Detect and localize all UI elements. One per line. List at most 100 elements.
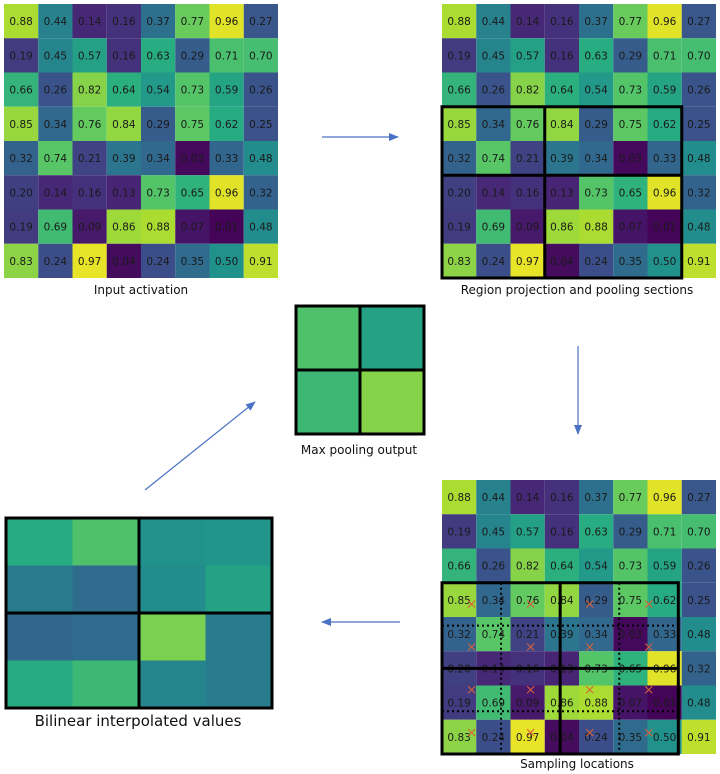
- sampling-cell-value: 0.27: [687, 492, 710, 504]
- input-cell: [4, 38, 39, 73]
- input-cell: [72, 72, 107, 107]
- region-cell: [613, 4, 648, 39]
- input-cell-value: 0.01: [215, 222, 238, 234]
- sampling-cell-value: 0.09: [516, 698, 539, 710]
- input-cell: [4, 175, 39, 210]
- sampling-cell: [442, 480, 477, 515]
- input-cell-value: 0.34: [146, 153, 170, 165]
- region-cell: [579, 141, 614, 176]
- region-cell-value: 0.70: [687, 50, 710, 62]
- sample-point-marker: [585, 728, 594, 737]
- region-cell: [681, 38, 716, 73]
- sampling-cell-value: 0.37: [584, 492, 607, 504]
- bilinear-cell: [6, 565, 73, 613]
- input-cell: [209, 209, 244, 244]
- input-cell: [106, 72, 141, 107]
- input-cell: [175, 106, 210, 141]
- input-cell: [209, 141, 244, 176]
- bilinear-cell: [205, 613, 272, 661]
- sample-point-marker: [467, 685, 476, 694]
- region-cell: [647, 209, 682, 244]
- sampling-cell: [681, 719, 716, 754]
- region-cell-value: 0.44: [482, 16, 506, 28]
- sampling-cell-value: 0.96: [653, 492, 677, 504]
- region-cell: [476, 4, 511, 39]
- input-cell-value: 0.96: [215, 187, 239, 199]
- input-cell-value: 0.97: [78, 256, 101, 268]
- sampling-cell: [579, 617, 614, 652]
- region-cell: [613, 209, 648, 244]
- region-projection-grid: 0.88 0.44 0.14 0.16 0.37 0.77 0.96 0.27 0.19 0.45…: [440, 4, 716, 280]
- region-cell: [647, 38, 682, 73]
- sampling-cell-value: 0.75: [619, 595, 642, 607]
- sampling-cell: [510, 514, 545, 549]
- sampling-cell-value: 0.73: [619, 561, 642, 573]
- input-cell-value: 0.19: [9, 222, 32, 234]
- region-cell: [579, 209, 614, 244]
- input-cell: [106, 4, 141, 39]
- input-cell: [209, 106, 244, 141]
- sampling-cell-value: 0.70: [687, 526, 710, 538]
- region-cell-value: 0.21: [516, 153, 539, 165]
- region-cell: [681, 72, 716, 107]
- sampling-cell: [544, 685, 579, 720]
- sampling-cell-value: 0.16: [550, 492, 574, 504]
- input-cell-value: 0.76: [78, 119, 102, 131]
- sampling-cell-value: 0.63: [584, 526, 607, 538]
- sample-point-marker: [644, 728, 653, 737]
- region-cell-value: 0.20: [447, 187, 470, 199]
- sampling-cell: [681, 685, 716, 720]
- region-cell: [442, 141, 477, 176]
- region-cell-value: 0.84: [550, 119, 574, 131]
- region-cell: [442, 175, 477, 210]
- region-cell: [442, 72, 477, 107]
- bilinear-interpolated-grid: [4, 516, 274, 710]
- sampling-cell-value: 0.85: [447, 595, 470, 607]
- region-cell-value: 0.76: [516, 119, 540, 131]
- input-cell: [38, 4, 73, 39]
- region-cell-value: 0.32: [687, 187, 710, 199]
- input-cell: [106, 141, 141, 176]
- sampling-cell-value: 0.97: [516, 732, 539, 744]
- sample-point-marker: [585, 600, 594, 609]
- input-cell: [243, 106, 278, 141]
- sampling-cell: [579, 548, 614, 583]
- region-cell: [476, 72, 511, 107]
- region-cell-value: 0.48: [687, 153, 710, 165]
- input-cell: [141, 141, 176, 176]
- region-cell-value: 0.01: [653, 222, 676, 234]
- region-cell-value: 0.19: [447, 50, 470, 62]
- input-cell-value: 0.88: [146, 222, 169, 234]
- sampling-cell-value: 0.21: [516, 629, 539, 641]
- input-cell-value: 0.29: [146, 119, 169, 131]
- region-cell: [510, 141, 545, 176]
- region-cell: [510, 209, 545, 244]
- input-cell: [243, 243, 278, 278]
- input-cell-value: 0.26: [249, 85, 273, 97]
- bilinear-cell: [139, 613, 206, 661]
- input-cell: [243, 4, 278, 39]
- sampling-cell-value: 0.26: [482, 561, 506, 573]
- region-cell-value: 0.37: [584, 16, 607, 28]
- region-cell-value: 0.71: [653, 50, 676, 62]
- region-cell-value: 0.29: [619, 50, 642, 62]
- sampling-cell-value: 0.39: [550, 629, 573, 641]
- region-cell-value: 0.25: [687, 119, 710, 131]
- input-cell-value: 0.29: [181, 50, 204, 62]
- max-pool-cell: [360, 306, 424, 370]
- sampling-cell: [510, 719, 545, 754]
- input-cell: [209, 175, 244, 210]
- region-cell-value: 0.69: [482, 222, 505, 234]
- sampling-cell-value: 0.66: [447, 561, 471, 573]
- input-cell-value: 0.37: [146, 16, 169, 28]
- region-cell-value: 0.85: [447, 119, 470, 131]
- sample-point-marker: [585, 685, 594, 694]
- sampling-cell-value: 0.26: [687, 561, 711, 573]
- region-cell: [681, 141, 716, 176]
- input-cell: [38, 209, 73, 244]
- input-cell-value: 0.73: [181, 85, 204, 97]
- region-cell: [681, 106, 716, 141]
- sampling-cell-value: 0.01: [653, 698, 676, 710]
- sampling-cell-value: 0.88: [584, 698, 607, 710]
- input-cell-value: 0.13: [112, 187, 135, 199]
